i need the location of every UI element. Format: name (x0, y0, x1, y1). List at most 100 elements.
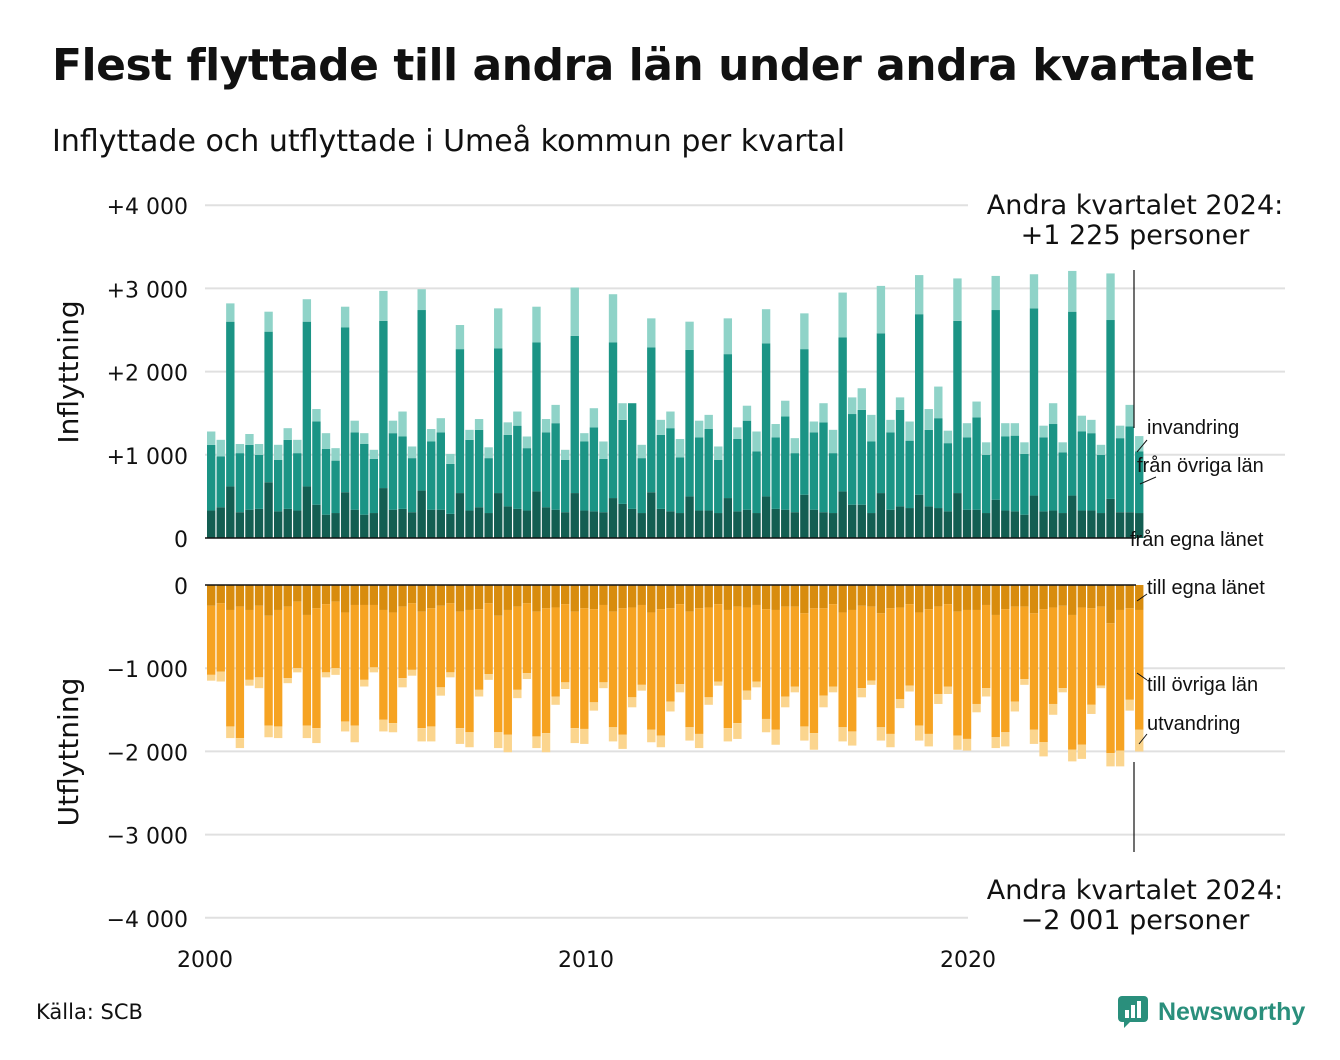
bar-fran-ovriga-lan (828, 453, 838, 514)
bar-invandring (494, 308, 503, 349)
bar-fran-ovriga-lan (981, 454, 991, 514)
series-labels: invandring från övriga län från egna länet… (1130, 417, 1265, 745)
bar-invandring (350, 420, 359, 433)
bar-till-ovriga-lan (446, 603, 455, 673)
bar-fran-egna-lanet (570, 493, 579, 538)
bar-fran-egna-lanet (207, 510, 216, 538)
y-axis-ticks: +4 000 +3 000 +2 000 +1 000 0 0 −1 000 −2 000 −3… (107, 195, 188, 933)
bar-fran-egna-lanet (398, 508, 407, 538)
bar-fran-ovriga-lan (331, 460, 340, 514)
bar-fran-egna-lanet (972, 509, 981, 538)
bar-invandring (226, 303, 235, 322)
bar-fran-ovriga-lan (436, 432, 445, 510)
label-till-ovriga-lan: till övriga län (1147, 674, 1258, 696)
bar-invandring (1058, 442, 1067, 453)
bar-invandring (484, 447, 493, 459)
bar-fran-ovriga-lan (1125, 426, 1134, 513)
bar-fran-ovriga-lan (723, 354, 733, 499)
bar-till-ovriga-lan (360, 604, 369, 680)
bar-till-egna-lanet (283, 585, 292, 607)
bar-till-egna-lanet (388, 585, 398, 613)
bar-till-ovriga-lan (991, 614, 1000, 738)
bar-fran-ovriga-lan (283, 439, 292, 509)
bar-fran-egna-lanet (647, 492, 656, 538)
bar-fran-egna-lanet (388, 509, 398, 538)
bar-utvandring (321, 672, 331, 678)
bar-utvandring (417, 728, 426, 742)
bar-till-egna-lanet (494, 585, 503, 616)
bar-till-egna-lanet (704, 585, 713, 608)
bar-till-egna-lanet (694, 585, 704, 609)
bar-utvandring (427, 726, 436, 742)
bar-fran-ovriga-lan (302, 321, 312, 487)
bar-fran-ovriga-lan (599, 458, 608, 513)
bar-fran-ovriga-lan (207, 444, 216, 511)
bar-fran-ovriga-lan (608, 342, 618, 499)
leader-utvandring (1138, 733, 1148, 745)
bar-till-egna-lanet (379, 585, 388, 610)
bar-invandring (637, 444, 646, 459)
bar-utvandring (608, 727, 618, 742)
bar-fran-egna-lanet (1010, 511, 1020, 538)
bar-till-ovriga-lan (800, 613, 809, 727)
bar-till-ovriga-lan (302, 614, 312, 726)
bar-till-ovriga-lan (532, 611, 541, 737)
bar-utvandring (302, 725, 312, 739)
bar-invandring (532, 306, 541, 343)
bar-fran-ovriga-lan (905, 440, 914, 509)
bar-fran-egna-lanet (302, 486, 312, 538)
bar-fran-egna-lanet (235, 512, 245, 538)
bar-fran-ovriga-lan (914, 314, 924, 495)
bar-till-ovriga-lan (886, 608, 895, 734)
bar-till-ovriga-lan (494, 615, 503, 733)
bar-fran-ovriga-lan (1058, 452, 1067, 514)
bar-fran-egna-lanet (876, 493, 886, 538)
bar-till-ovriga-lan (790, 606, 799, 687)
bar-till-egna-lanet (1029, 585, 1039, 614)
bar-invandring (264, 311, 273, 332)
y-tick-label-top: +3 000 (107, 278, 188, 303)
bar-till-ovriga-lan (1048, 607, 1058, 704)
bar-invandring (245, 434, 254, 445)
bar-utvandring (580, 728, 589, 744)
bar-invandring (694, 420, 704, 438)
bar-invandring (876, 285, 886, 334)
bar-till-ovriga-lan (312, 608, 321, 729)
bar-invandring (781, 400, 790, 417)
annotation-top-line1: Andra kvartalet 2024: (987, 190, 1283, 221)
bar-fran-egna-lanet (245, 509, 254, 538)
bar-till-egna-lanet (484, 585, 493, 604)
bar-utvandring (1058, 688, 1067, 693)
x-tick-label: 2020 (940, 948, 996, 973)
bar-till-ovriga-lan (838, 612, 847, 728)
bar-fran-egna-lanet (637, 513, 646, 538)
bar-utvandring (254, 677, 264, 689)
bar-fran-egna-lanet (723, 498, 733, 538)
bar-till-ovriga-lan (331, 601, 340, 669)
bar-invandring (656, 419, 666, 435)
bar-invandring (1135, 436, 1144, 452)
bar-utvandring (666, 701, 675, 712)
bar-fran-egna-lanet (991, 499, 1000, 538)
bar-fran-egna-lanet (599, 512, 608, 538)
bar-utvandring (752, 681, 761, 688)
bar-utvandring (494, 732, 503, 749)
bar-utvandring (312, 728, 321, 744)
bar-utvandring (809, 733, 819, 750)
bar-till-ovriga-lan (427, 608, 436, 727)
bar-till-ovriga-lan (666, 608, 675, 702)
annotation-bottom-backdrop (968, 870, 1288, 936)
bar-fran-ovriga-lan (694, 437, 704, 511)
bar-till-egna-lanet (924, 585, 933, 610)
bar-till-egna-lanet (962, 585, 972, 610)
annotation-bottom-line2: −2 001 personer (1021, 905, 1251, 936)
bar-invandring (819, 403, 828, 423)
bar-invandring (934, 386, 943, 419)
bar-fran-ovriga-lan (1010, 435, 1020, 512)
brand-logo[interactable]: Newsworthy (1118, 996, 1305, 1028)
bar-fran-egna-lanet (369, 513, 379, 538)
bar-till-egna-lanet (474, 585, 484, 610)
bar-utvandring (379, 719, 388, 732)
bar-fran-ovriga-lan (886, 432, 895, 510)
bar-till-egna-lanet (886, 585, 895, 609)
